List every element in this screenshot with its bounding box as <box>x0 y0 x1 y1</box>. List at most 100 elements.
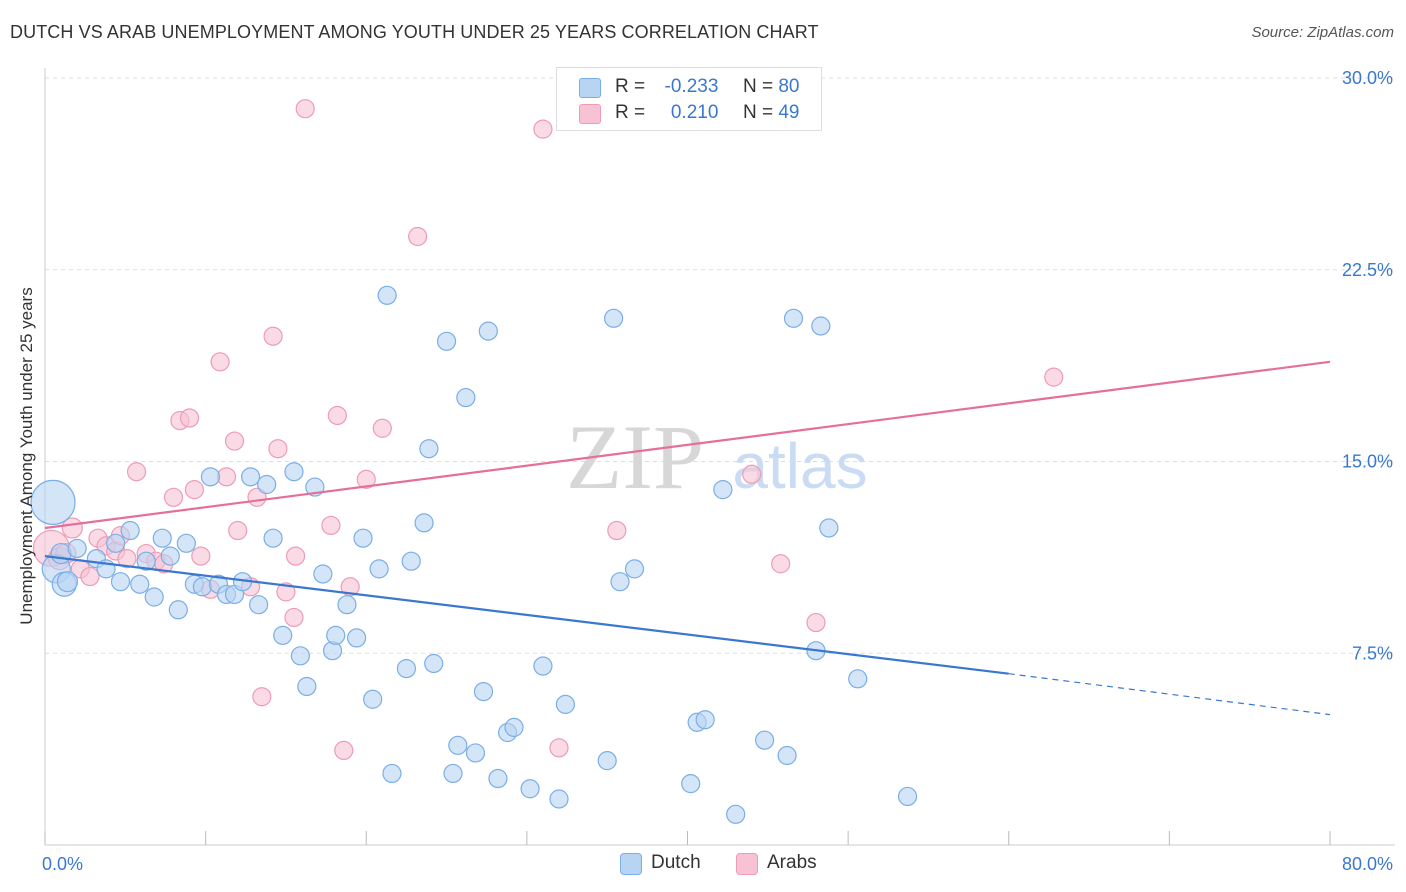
dutch-point <box>819 518 839 538</box>
y-tick-label: 22.5% <box>1342 260 1393 280</box>
dutch-point <box>347 628 367 648</box>
source-label: Source: ZipAtlas.com <box>1251 24 1394 41</box>
arabs-point <box>163 487 184 507</box>
dutch-point <box>448 735 468 755</box>
dutch-point <box>353 528 373 548</box>
axes <box>44 68 1395 846</box>
arabs-point <box>533 119 553 139</box>
legend-n-label: N = <box>742 102 774 123</box>
dutch-point <box>520 779 540 799</box>
legend-r-label: R = <box>615 102 646 123</box>
dutch-point <box>168 600 188 620</box>
legend-arabs-r: 0.210 <box>670 102 719 123</box>
dutch-point <box>624 559 645 579</box>
dutch-point <box>313 564 333 584</box>
dutch-point <box>110 572 131 592</box>
arabs-point <box>263 326 283 346</box>
arabs-point <box>372 418 392 438</box>
arabs-trend-line <box>44 360 1331 530</box>
dutch-swatch <box>620 853 642 875</box>
dutch-point <box>604 308 624 328</box>
dutch-point <box>297 676 317 697</box>
dutch-point <box>192 577 213 597</box>
arabs-point <box>285 546 306 566</box>
dutch-point <box>811 316 831 336</box>
grid-lines <box>45 77 1395 654</box>
dutch-point <box>478 321 498 341</box>
dutch-point <box>284 462 304 482</box>
dutch-point <box>726 804 746 824</box>
arabs-point <box>228 520 248 541</box>
dutch-point <box>152 528 172 548</box>
dutch-point <box>56 571 79 593</box>
dutch-point <box>377 285 397 305</box>
dutch-point <box>273 625 293 645</box>
dutch-point <box>120 520 140 541</box>
dutch-point <box>783 308 804 328</box>
dutch-point <box>200 467 221 487</box>
arabs-point <box>742 464 762 484</box>
x-tick-label: 80.0% <box>1342 854 1393 874</box>
arabs-point <box>295 99 315 119</box>
y-tick-label: 7.5% <box>1352 643 1393 663</box>
dutch-trend-extension <box>1008 673 1331 716</box>
dutch-point <box>414 513 434 533</box>
arabs-point <box>334 740 354 761</box>
dutch-point <box>396 658 417 679</box>
dutch-point <box>263 528 283 548</box>
bottom-legend-dutch-label: Dutch <box>651 852 701 873</box>
dutch-point <box>401 551 421 571</box>
arabs-point <box>117 549 137 569</box>
arabs-point <box>252 687 272 707</box>
dutch-point <box>106 533 126 553</box>
dutch-point <box>695 710 715 730</box>
arabs-point <box>356 469 376 489</box>
legend-r-label: R = <box>615 76 646 97</box>
dutch-point <box>465 743 486 763</box>
dutch-point <box>160 546 180 566</box>
legend-dutch-text: R = -0.233 N = 80 <box>615 76 799 98</box>
dutch-trend-line <box>44 555 1009 675</box>
dutch-point <box>424 653 444 674</box>
dutch-point <box>369 559 389 579</box>
arabs-point <box>80 566 100 587</box>
y-tick-label: 30.0% <box>1342 68 1393 88</box>
y-tick-label: 15.0% <box>1342 452 1393 472</box>
dutch-point <box>337 595 357 615</box>
arabs-point <box>224 431 245 451</box>
arabs-point <box>607 520 627 541</box>
dutch-point <box>681 774 701 794</box>
arabs-point <box>268 439 288 459</box>
correlation-legend: R = -0.233 N = 80 R = 0.210 N = 49 <box>556 67 822 131</box>
arabs-point <box>549 738 569 758</box>
dutch-point <box>473 681 494 702</box>
dutch-point <box>257 474 277 495</box>
legend-dutch-n: 80 <box>778 76 800 97</box>
dutch-point <box>549 789 569 809</box>
dutch-point <box>555 694 576 714</box>
trend-lines <box>44 360 1331 716</box>
dutch-swatch <box>579 78 601 98</box>
arabs-point <box>179 408 200 428</box>
dutch-point <box>754 730 775 750</box>
arabs-point <box>284 607 304 628</box>
y-axis-label: Unemployment Among Youth under 25 years <box>17 287 36 625</box>
arabs-point <box>806 612 826 633</box>
dutch-point <box>597 751 617 771</box>
legend-n-label: N = <box>742 76 774 97</box>
chart-title: DUTCH VS ARAB UNEMPLOYMENT AMONG YOUTH U… <box>10 22 819 42</box>
arabs-point <box>184 480 204 500</box>
dutch-point <box>382 763 402 784</box>
dutch-point <box>533 656 553 676</box>
dutch-point <box>419 439 439 459</box>
dutch-point <box>130 574 150 594</box>
arabs-point <box>126 462 147 482</box>
legend-dutch-r: -0.233 <box>664 76 719 97</box>
dutch-point <box>848 669 868 689</box>
tick-labels: 7.5% 15.0% 22.5% 30.0% 0.0% 80.0% <box>42 68 1393 874</box>
dutch-point <box>67 538 87 559</box>
dutch-point <box>30 479 76 526</box>
bottom-legend-arabs-label: Arabs <box>767 852 817 873</box>
dutch-point <box>488 768 508 789</box>
